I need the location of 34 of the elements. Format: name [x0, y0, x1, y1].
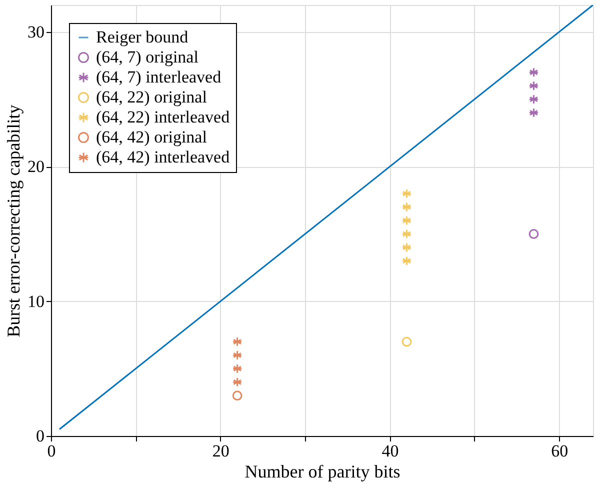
point: [402, 202, 412, 212]
y-tick-label: 10: [28, 292, 44, 311]
point: [528, 67, 539, 78]
point: [402, 229, 412, 239]
point: [402, 336, 412, 347]
legend-label: (64, 22) interleaved: [96, 108, 230, 126]
point: [528, 80, 539, 91]
point: [402, 188, 412, 198]
y-tick-label: 20: [28, 157, 44, 176]
x-tick-label: 20: [212, 442, 230, 460]
legend-label: Reiger bound: [96, 28, 189, 46]
point: [232, 336, 242, 347]
point: [402, 256, 412, 266]
point: [528, 108, 539, 118]
point: [402, 216, 412, 226]
point: [232, 350, 242, 360]
point: [402, 242, 412, 252]
point: [528, 94, 539, 104]
x-tick-label: 40: [382, 442, 399, 460]
point: [528, 229, 539, 239]
legend-label: (64, 42) interleaved: [96, 148, 230, 166]
x-tick-label: 60: [551, 442, 568, 460]
legend-label: (64, 42) original: [96, 128, 208, 146]
y-tick-label: 30: [28, 22, 44, 42]
x-tick-label: 0: [47, 442, 56, 460]
y-axis-title: Burst error-correcting capability: [4, 104, 24, 338]
legend-label: (64, 7) original: [96, 48, 199, 66]
point: [232, 364, 242, 374]
y-tick-label: 0: [36, 426, 44, 446]
x-axis-title: Number of parity bits: [244, 462, 400, 482]
point: [232, 377, 242, 388]
legend-label: (64, 22) original: [96, 88, 208, 106]
point: [232, 390, 242, 401]
legend-label: (64, 7) interleaved: [96, 68, 222, 86]
